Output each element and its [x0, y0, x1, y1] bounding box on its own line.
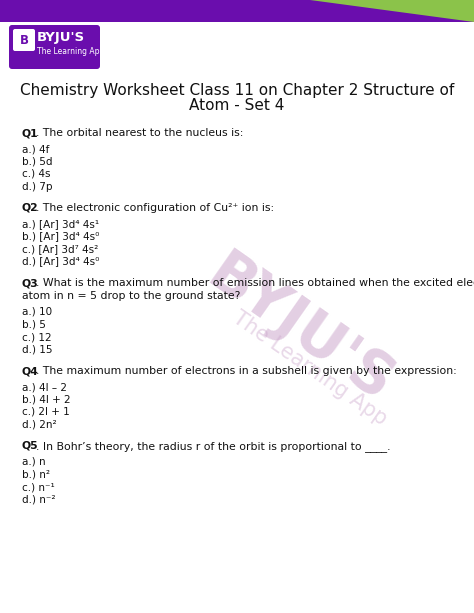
Text: a.) 10: a.) 10 — [22, 307, 52, 317]
Text: Chemistry Worksheet Class 11 on Chapter 2 Structure of: Chemistry Worksheet Class 11 on Chapter … — [20, 83, 454, 97]
Text: . The maximum number of electrons in a subshell is given by the expression:: . The maximum number of electrons in a s… — [36, 366, 457, 376]
Text: d.) n⁻²: d.) n⁻² — [22, 495, 55, 504]
Text: b.) n²: b.) n² — [22, 470, 50, 479]
Text: d.) 2n²: d.) 2n² — [22, 419, 56, 430]
Text: . The orbital nearest to the nucleus is:: . The orbital nearest to the nucleus is: — [36, 128, 243, 138]
Text: . What is the maximum number of emission lines obtained when the excited electro: . What is the maximum number of emission… — [36, 278, 474, 288]
Text: b.) 4l + 2: b.) 4l + 2 — [22, 395, 71, 405]
Text: b.) 5: b.) 5 — [22, 319, 46, 330]
Text: The Learning App: The Learning App — [37, 47, 104, 56]
Text: The Learning App: The Learning App — [229, 307, 391, 428]
Text: Q1: Q1 — [22, 128, 38, 138]
Text: atom in n = 5 drop to the ground state?: atom in n = 5 drop to the ground state? — [22, 291, 240, 301]
Text: d.) 7p: d.) 7p — [22, 181, 53, 191]
Text: d.) [Ar] 3d⁴ 4s⁰: d.) [Ar] 3d⁴ 4s⁰ — [22, 256, 100, 267]
Text: c.) [Ar] 3d⁷ 4s²: c.) [Ar] 3d⁷ 4s² — [22, 244, 98, 254]
Text: Q4: Q4 — [22, 366, 39, 376]
Text: Q2: Q2 — [22, 203, 39, 213]
Text: BYJU'S: BYJU'S — [197, 246, 403, 414]
Polygon shape — [310, 0, 474, 22]
Text: . The electronic configuration of Cu²⁺ ion is:: . The electronic configuration of Cu²⁺ i… — [36, 203, 274, 213]
Text: Q3: Q3 — [22, 278, 39, 288]
Text: Atom - Set 4: Atom - Set 4 — [189, 99, 285, 113]
Text: d.) 15: d.) 15 — [22, 345, 53, 354]
Text: c.) 4s: c.) 4s — [22, 169, 51, 179]
Text: b.) 5d: b.) 5d — [22, 156, 53, 167]
Text: c.) n⁻¹: c.) n⁻¹ — [22, 482, 55, 492]
Text: BYJU'S: BYJU'S — [37, 31, 85, 45]
Text: a.) 4f: a.) 4f — [22, 144, 49, 154]
Text: B: B — [19, 34, 28, 47]
Text: c.) 2l + 1: c.) 2l + 1 — [22, 407, 70, 417]
Text: b.) [Ar] 3d⁴ 4s⁰: b.) [Ar] 3d⁴ 4s⁰ — [22, 232, 100, 242]
Bar — [0, 0, 474, 22]
Text: . In Bohr’s theory, the radius r of the orbit is proportional to ____.: . In Bohr’s theory, the radius r of the … — [36, 441, 391, 452]
Text: Q5: Q5 — [22, 441, 38, 451]
Text: c.) 12: c.) 12 — [22, 332, 52, 342]
FancyBboxPatch shape — [13, 29, 35, 51]
Text: a.) n: a.) n — [22, 457, 46, 467]
Text: a.) 4l – 2: a.) 4l – 2 — [22, 382, 67, 392]
Text: a.) [Ar] 3d⁴ 4s¹: a.) [Ar] 3d⁴ 4s¹ — [22, 219, 99, 229]
FancyBboxPatch shape — [9, 25, 100, 69]
